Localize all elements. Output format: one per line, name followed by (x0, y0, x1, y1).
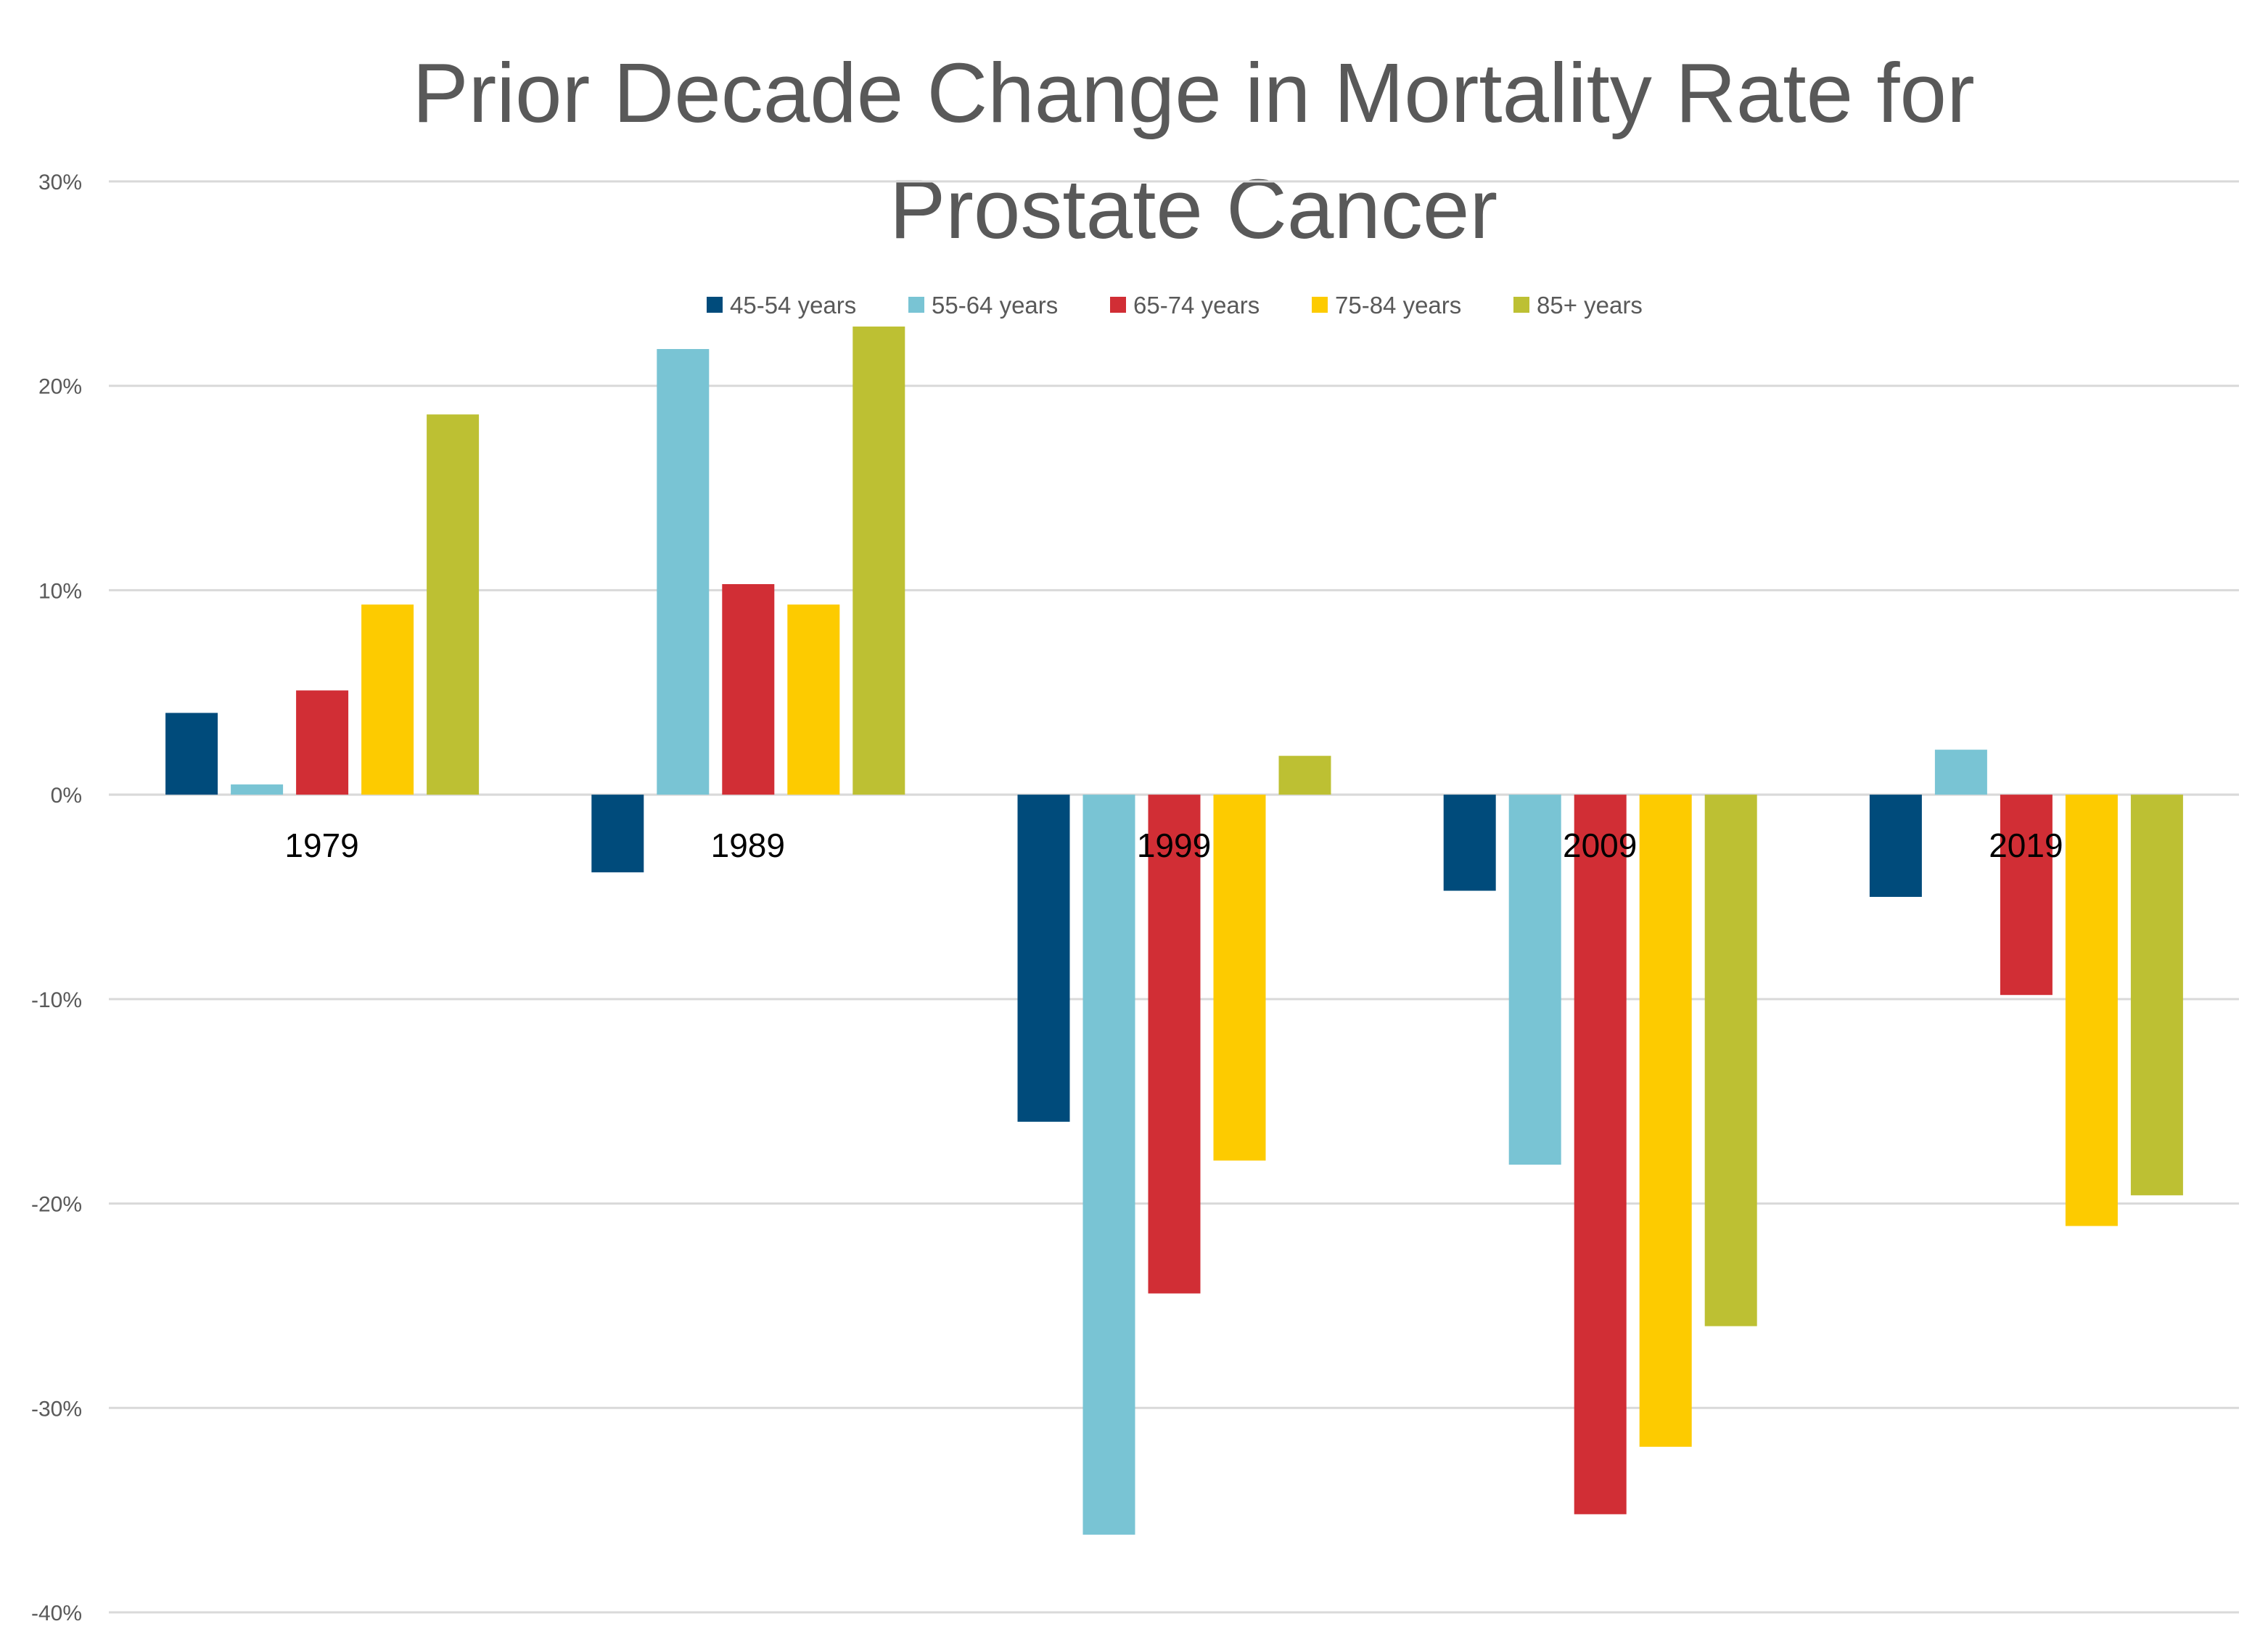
legend-label-1: 55-64 years (932, 292, 1058, 319)
y-tick-label-5: -20% (31, 1193, 82, 1217)
bar-1999-series-2 (1148, 795, 1201, 1294)
bar-1989-series-4 (852, 327, 905, 795)
legend-label-2: 65-74 years (1133, 292, 1260, 319)
bar-2019-series-4 (2130, 795, 2183, 1196)
bar-1999-series-3 (1213, 795, 1266, 1161)
y-tick-label-6: -30% (31, 1397, 82, 1421)
legend-swatch-1 (908, 297, 924, 313)
bar-1979-series-0 (165, 713, 218, 795)
chart-title-line-2: Prostate Cancer (889, 162, 1497, 256)
bar-1989-series-0 (591, 795, 644, 873)
bar-2009-series-4 (1704, 795, 1757, 1326)
bar-1999-series-0 (1017, 795, 1070, 1122)
bar-2009-series-3 (1639, 795, 1692, 1447)
bar-1999-series-1 (1082, 795, 1135, 1535)
legend-swatch-2 (1110, 297, 1126, 313)
y-axis-ticks: 30% 20% 10% 0% -10% -20% -30% -40% (31, 171, 82, 1625)
y-tick-label-0: 30% (38, 171, 82, 194)
legend-label-4: 85+ years (1537, 292, 1643, 319)
bar-2009-series-0 (1443, 795, 1496, 891)
legend-label-0: 45-54 years (730, 292, 856, 319)
x-tick-label-2: 1999 (1137, 826, 1211, 864)
bar-2019-series-1 (1934, 750, 1987, 795)
chart-title-line-1: Prior Decade Change in Mortality Rate fo… (412, 46, 1974, 140)
bar-2019-series-0 (1869, 795, 1922, 897)
bar-2019-series-3 (2065, 795, 2118, 1226)
legend: 45-54 years 55-64 years 65-74 years 75-84 y… (707, 292, 1643, 319)
bar-1989-series-1 (657, 349, 710, 795)
y-tick-label-7: -40% (31, 1601, 82, 1625)
bar-1979-series-1 (231, 784, 284, 795)
bar-1989-series-2 (722, 583, 775, 795)
y-tick-label-1: 20% (38, 375, 82, 399)
x-tick-label-3: 2009 (1563, 826, 1637, 864)
x-axis-ticks: 1979 1989 1999 2009 2019 (284, 826, 2063, 864)
legend-swatch-0 (707, 297, 723, 313)
x-tick-label-1: 1989 (711, 826, 785, 864)
bars (165, 327, 2183, 1535)
bar-1979-series-2 (296, 690, 349, 795)
x-tick-label-4: 2019 (1989, 826, 2063, 864)
bar-1999-series-4 (1278, 755, 1331, 795)
legend-label-3: 75-84 years (1335, 292, 1461, 319)
y-tick-label-2: 10% (38, 579, 82, 603)
legend-swatch-4 (1513, 297, 1529, 313)
y-tick-label-4: -10% (31, 988, 82, 1012)
legend-swatch-3 (1312, 297, 1328, 313)
bar-1979-series-3 (361, 604, 414, 795)
bar-2009-series-2 (1574, 795, 1627, 1514)
y-tick-label-3: 0% (51, 784, 82, 808)
bar-1989-series-3 (787, 604, 840, 795)
bar-2009-series-1 (1508, 795, 1561, 1165)
bar-1979-series-4 (427, 414, 480, 795)
bar-2019-series-2 (2000, 795, 2053, 996)
x-tick-label-0: 1979 (284, 826, 358, 864)
